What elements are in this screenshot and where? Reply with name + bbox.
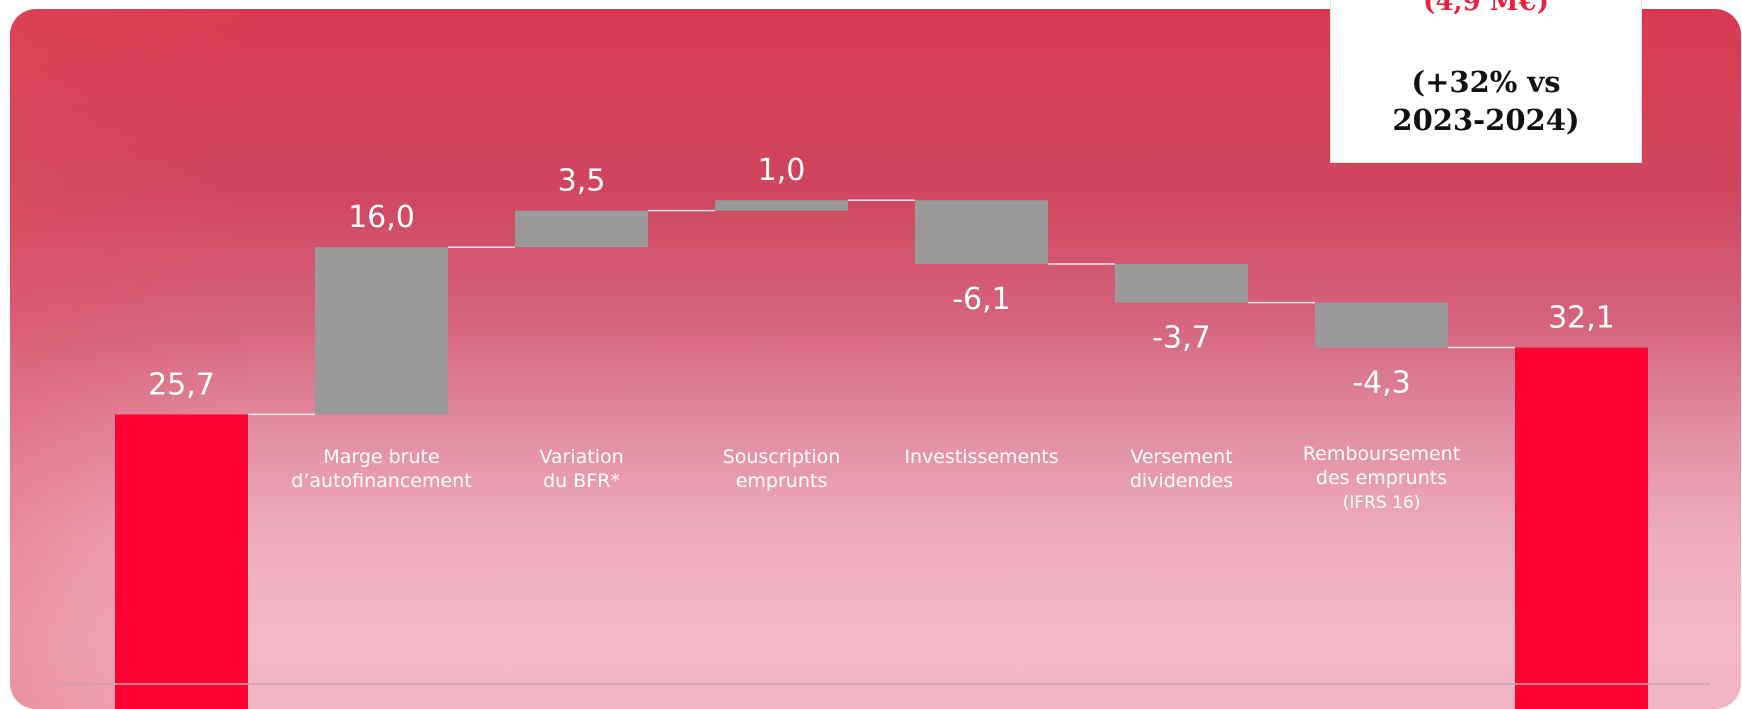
callout-growth: (+32% vs 2023-2024) [1331, 63, 1641, 139]
step-bar [1115, 263, 1248, 303]
value-label: -4,3 [1352, 366, 1411, 401]
category-label: emprunts [736, 470, 828, 492]
value-label: 1,0 [758, 153, 806, 188]
step-bar [1315, 302, 1448, 348]
category-label: Versement [1130, 446, 1232, 468]
step-bar [315, 247, 448, 415]
category-label: Investissements [904, 446, 1058, 468]
callout-line-1: (+32% vs [1411, 65, 1561, 99]
value-label: 16,0 [348, 200, 415, 235]
category-label: des emprunts [1316, 467, 1447, 489]
step-bar [715, 200, 848, 211]
category-label: Marge brute [323, 446, 439, 468]
total-bar [1515, 347, 1648, 709]
value-label: 32,1 [1548, 301, 1615, 336]
category-label: (IFRS 16) [1343, 493, 1421, 513]
category-label: Souscription [723, 446, 841, 468]
category-label: Variation [539, 446, 623, 468]
value-label: 3,5 [558, 164, 606, 199]
step-bar [915, 200, 1048, 264]
callout-amount: (4,9 M€) [1423, 0, 1549, 17]
category-label: d’autofinancement [291, 470, 471, 492]
category-label: dividendes [1130, 470, 1233, 492]
callout-line-2: 2023-2024) [1392, 103, 1580, 137]
step-bar [515, 210, 648, 248]
value-label: -6,1 [952, 282, 1011, 317]
total-bar [115, 414, 248, 709]
value-label: 25,7 [148, 367, 215, 402]
callout-box: (4,9 M€) (+32% vs 2023-2024) [1330, 0, 1642, 163]
category-label: du BFR* [543, 470, 620, 492]
category-label: Remboursement [1303, 443, 1460, 465]
value-label: -3,7 [1152, 321, 1211, 356]
